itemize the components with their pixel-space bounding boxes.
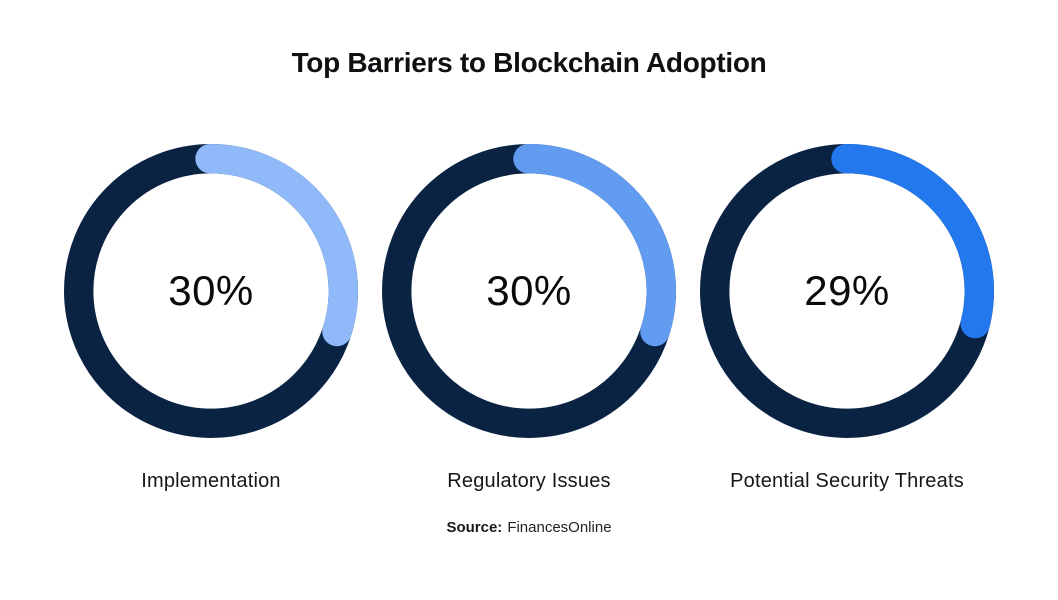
donut-gauge: 29% [700, 144, 994, 438]
donut-charts-row: 30% Implementation 30% Regulatory Issues… [0, 144, 1058, 493]
donut-value-label: 30% [168, 267, 254, 314]
donut-svg [382, 144, 676, 438]
donut-value-label: 30% [486, 267, 572, 314]
donut-value-label: 29% [804, 267, 890, 314]
donut-arc [700, 144, 994, 438]
page-title: Top Barriers to Blockchain Adoption [291, 47, 767, 78]
donut-chart-regulatory-issues: 30% Regulatory Issues [382, 144, 676, 493]
source-name: FinancesOnline [507, 519, 612, 536]
donut-chart-implementation: 30% Implementation [64, 144, 358, 493]
donut-svg [64, 144, 358, 438]
donut-category-label: Implementation [141, 470, 281, 492]
donut-gauge: 30% [382, 144, 676, 438]
donut-chart-security-threats: 29% Potential Security Threats [700, 144, 994, 493]
donut-category-label: Potential Security Threats [730, 470, 964, 492]
source-line: Source: FinancesOnline [0, 519, 1058, 536]
source-label: Source: [446, 519, 503, 536]
donut-category-label: Regulatory Issues [447, 470, 611, 492]
donut-arc [382, 144, 676, 438]
donut-arc [64, 144, 358, 438]
donut-svg [700, 144, 994, 438]
donut-gauge: 30% [64, 144, 358, 438]
